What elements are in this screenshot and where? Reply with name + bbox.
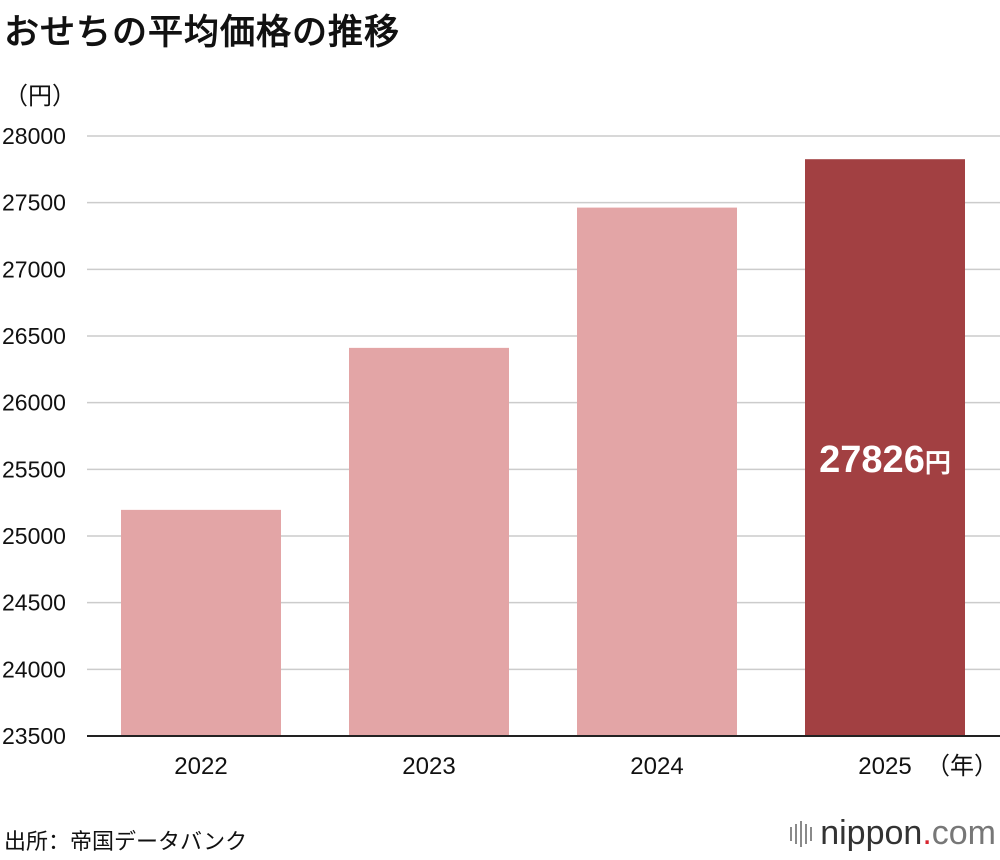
x-tick-label: 2023 (402, 753, 455, 780)
source-note: 出所：帝国データバンク (4, 829, 248, 854)
bar-2024 (577, 207, 737, 737)
logo-name: nippon (820, 814, 923, 852)
bars (121, 159, 965, 737)
y-tick-label: 24000 (2, 656, 66, 682)
chart-title: おせちの平均価格の推移 (4, 13, 401, 52)
y-tick-label: 24500 (2, 590, 66, 616)
y-tick-label: 25500 (2, 456, 66, 482)
y-tick-label: 27500 (2, 190, 66, 216)
y-tick-label: 23500 (2, 723, 66, 749)
y-tick-label: 25000 (2, 523, 66, 549)
logo-suffix: com (931, 814, 996, 852)
logo-dot: . (922, 814, 932, 852)
y-tick-label: 27000 (2, 256, 66, 282)
bar-2025 (805, 159, 965, 736)
x-tick-label: 2022 (174, 753, 227, 780)
y-axis-unit-label: （円） (4, 83, 76, 110)
bar-value-annotation-2025: 27826円 (819, 439, 951, 481)
y-tick-label: 26000 (2, 390, 66, 416)
bar-2023 (349, 347, 509, 736)
logo-bars-icon (790, 820, 813, 847)
y-tick-label: 28000 (2, 123, 66, 149)
annotation-value: 27826 (819, 439, 925, 481)
x-tick-label: 2024 (630, 753, 683, 780)
annotation-unit: 円 (925, 448, 951, 478)
y-tick-label: 26500 (2, 323, 66, 349)
x-axis-tick-labels: 2022 2023 2024 2025 (174, 753, 911, 780)
bar-2022 (121, 509, 281, 736)
y-axis-tick-labels: 23500 24000 24500 25000 25500 26000 26500 27000… (2, 123, 66, 749)
nippon-logo: nippon. com (790, 814, 996, 853)
x-axis-unit-label: （年） (926, 753, 998, 780)
x-tick-label: 2025 (858, 753, 911, 780)
